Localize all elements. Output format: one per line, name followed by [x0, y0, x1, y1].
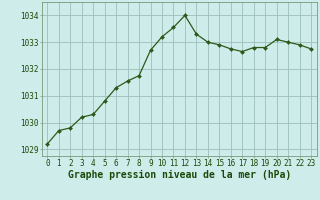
X-axis label: Graphe pression niveau de la mer (hPa): Graphe pression niveau de la mer (hPa) [68, 170, 291, 180]
